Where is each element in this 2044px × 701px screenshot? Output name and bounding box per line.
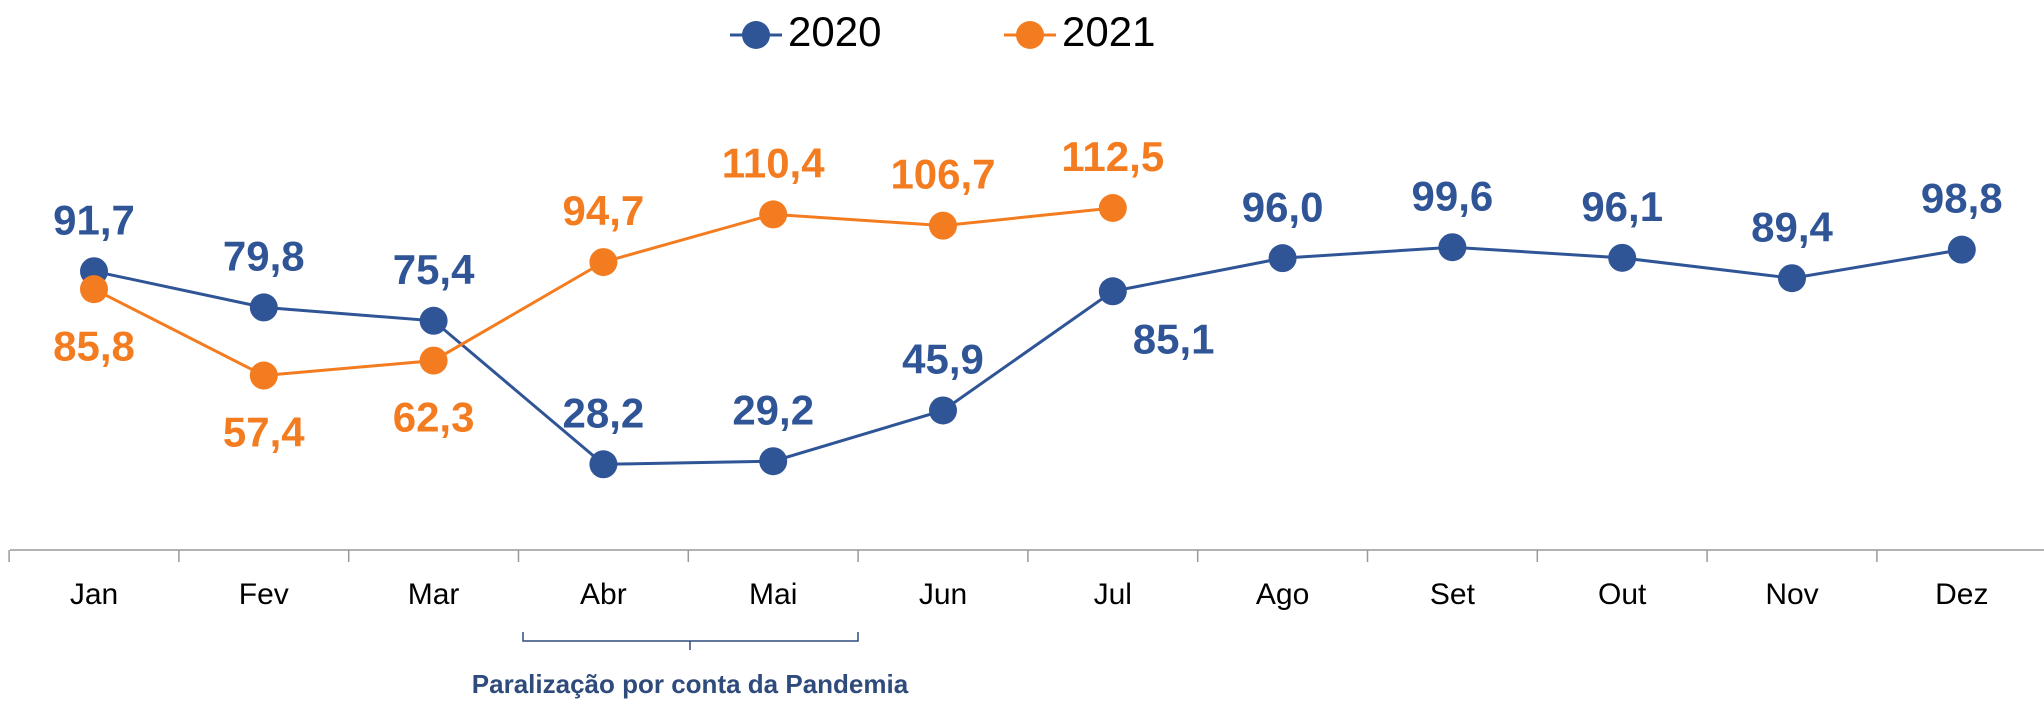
- data-label: 112,5: [1061, 133, 1164, 180]
- data-label: 29,2: [732, 386, 814, 433]
- point: [1947, 235, 1976, 264]
- point: [1778, 264, 1806, 293]
- data-label: 57,4: [223, 409, 305, 456]
- point: [759, 200, 788, 229]
- data-label: 28,2: [563, 389, 645, 436]
- data-label: 62,3: [393, 394, 475, 441]
- data-label: 85,8: [53, 322, 135, 369]
- point: [929, 396, 957, 425]
- x-tick-label: Abr: [580, 578, 627, 611]
- point: [80, 275, 108, 304]
- legend-marker: [742, 21, 770, 49]
- data-label: 96,0: [1242, 183, 1324, 230]
- data-label: 85,1: [1133, 315, 1215, 362]
- point: [419, 306, 448, 335]
- x-tick-label: Mai: [749, 578, 797, 611]
- x-tick-label: Jun: [919, 578, 967, 611]
- point: [249, 361, 278, 390]
- x-tick-label: Jul: [1094, 578, 1132, 611]
- data-label: 89,4: [1751, 203, 1833, 250]
- data-label: 75,4: [393, 246, 475, 293]
- data-label: 96,1: [1581, 183, 1663, 230]
- data-label: 91,7: [53, 196, 135, 243]
- data-label: 110,4: [722, 139, 825, 186]
- point: [1098, 194, 1127, 222]
- point: [249, 293, 278, 322]
- legend-marker: [1016, 21, 1044, 49]
- point: [1438, 233, 1467, 262]
- legend-label: 2020: [788, 8, 881, 55]
- data-label: 106,7: [890, 151, 995, 198]
- x-tick-label: Dez: [1935, 578, 1988, 611]
- data-label: 94,7: [563, 187, 645, 234]
- x-tick-label: Ago: [1256, 578, 1309, 611]
- data-label: 45,9: [902, 336, 984, 383]
- series-line: [93, 245, 1963, 466]
- point: [419, 346, 448, 375]
- data-label: 98,8: [1921, 175, 2003, 222]
- point: [1268, 244, 1297, 273]
- x-tick-label: Fev: [239, 578, 289, 611]
- legend-label: 2021: [1062, 8, 1155, 55]
- point: [759, 447, 788, 476]
- x-tick-label: Jan: [70, 578, 118, 611]
- x-tick-label: Nov: [1765, 578, 1818, 611]
- x-tick-label: Mar: [408, 578, 460, 611]
- x-tick-label: Set: [1430, 578, 1476, 611]
- bracket: [522, 632, 859, 650]
- data-label: 99,6: [1412, 172, 1494, 219]
- point: [589, 450, 618, 479]
- point: [929, 211, 957, 240]
- data-label: 79,8: [223, 233, 305, 280]
- annotation: Paralização por conta da Pandemia: [472, 669, 909, 699]
- point: [589, 248, 618, 277]
- x-tick-label: Out: [1598, 578, 1647, 611]
- point: [1608, 243, 1637, 272]
- point: [1098, 277, 1127, 306]
